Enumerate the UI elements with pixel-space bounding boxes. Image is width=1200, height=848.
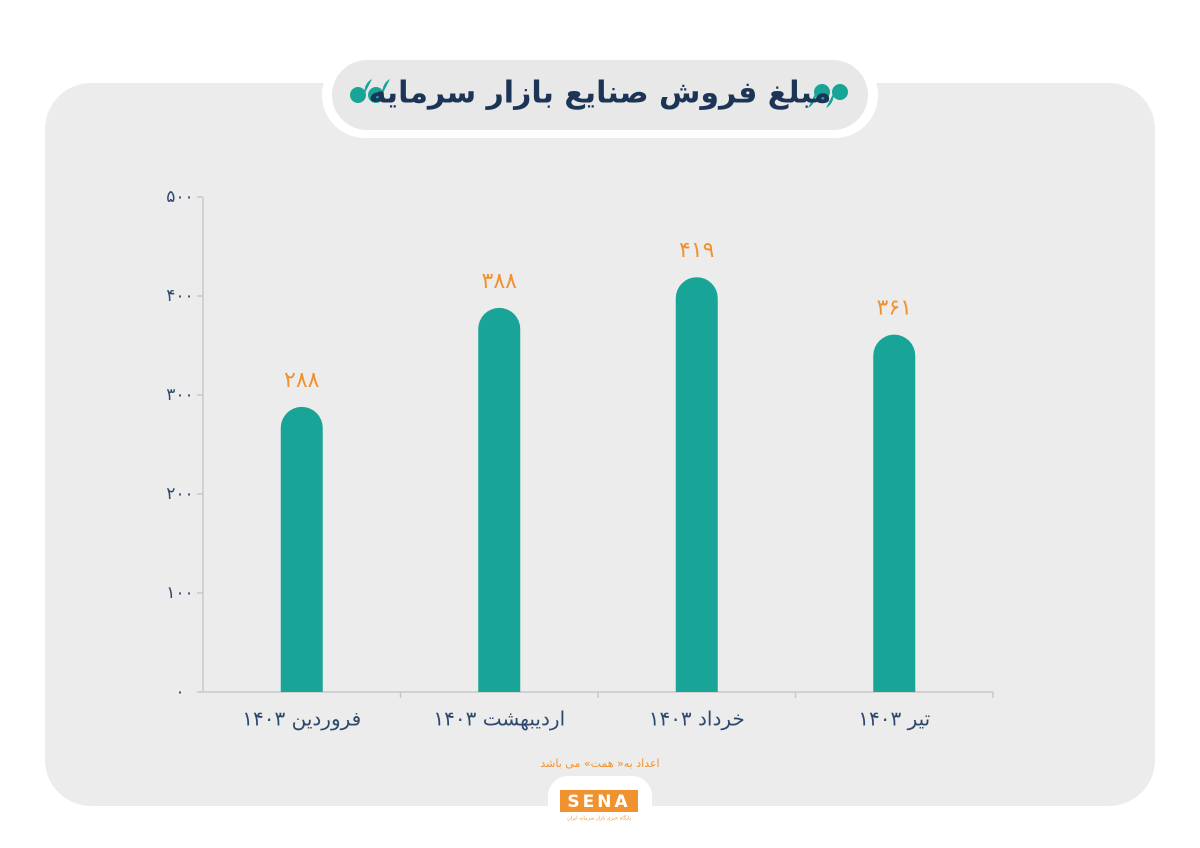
bar [478, 307, 521, 692]
y-tick-label: ۳۰۰ [166, 385, 193, 405]
y-tick-label: ۴۰۰ [166, 286, 193, 306]
logo-box [560, 790, 638, 812]
y-tick-label: ۲۰۰ [166, 484, 193, 504]
value-label: ۳۶۱ [877, 296, 912, 321]
value-label: ۲۸۸ [284, 368, 320, 393]
x-tick-label: خرداد ۱۴۰۳ [649, 707, 745, 731]
quote-mark-left [350, 79, 390, 103]
bar [280, 406, 323, 692]
y-tick-label: ۰ [175, 682, 184, 702]
chart-title: مبلغ فروش صنایع بازار سرمایه [369, 76, 832, 111]
logo-tagline: پایگاه خبری بازار سرمایه ایران [567, 815, 631, 822]
panel [45, 83, 1155, 806]
bar [873, 334, 916, 692]
value-label: ۴۱۹ [679, 238, 714, 263]
note: اعداد به« همت» می باشد [540, 757, 659, 770]
x-tick-label: فروردین ۱۴۰۳ [242, 707, 361, 731]
quote-mark-right [808, 84, 848, 108]
logo: SENA [567, 792, 630, 812]
x-tick-label: اردیبهشت ۱۴۰۳ [433, 707, 565, 731]
y-tick-label: ۱۰۰ [166, 583, 193, 603]
y-tick-label: ۵۰۰ [166, 187, 193, 207]
value-label: ۳۸۸ [482, 269, 518, 294]
x-tick-label: تیر ۱۴۰۳ [858, 707, 930, 731]
title-pill [332, 60, 868, 130]
bar [675, 277, 718, 692]
